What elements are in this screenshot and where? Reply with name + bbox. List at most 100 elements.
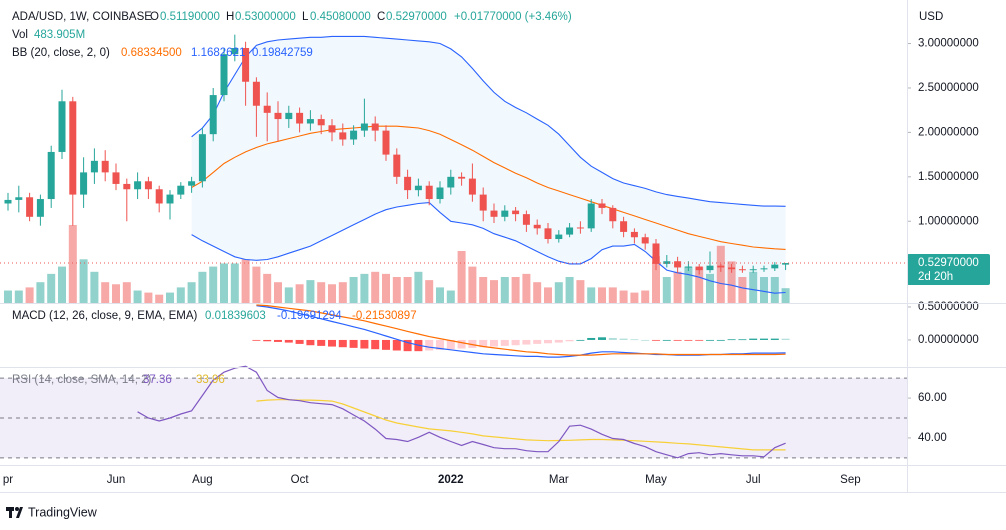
candle-body bbox=[738, 269, 746, 271]
histogram-bar bbox=[684, 339, 693, 341]
candle-body bbox=[533, 224, 541, 229]
indicator-label: RSI (14, close, SMA, 14, 2) bbox=[12, 374, 152, 386]
histogram-bar bbox=[274, 339, 282, 342]
histogram-bar bbox=[598, 337, 606, 340]
x-tick-label: 2022 bbox=[438, 474, 464, 486]
volume-bar bbox=[284, 287, 293, 303]
volume-bar bbox=[198, 271, 207, 303]
band-fill bbox=[191, 36, 786, 294]
histogram-bar bbox=[673, 339, 682, 341]
band-line bbox=[191, 125, 786, 250]
candle-body bbox=[177, 185, 185, 195]
volume-bar bbox=[446, 290, 455, 303]
candle-body bbox=[371, 123, 379, 131]
candle-body bbox=[134, 181, 142, 190]
candle-body bbox=[231, 47, 239, 55]
volume-bar bbox=[187, 282, 196, 303]
histogram-bar bbox=[522, 339, 531, 345]
histogram-bar bbox=[360, 339, 369, 349]
candle-body bbox=[512, 210, 520, 215]
candle-body bbox=[695, 266, 703, 271]
candle-body bbox=[4, 199, 12, 204]
histogram-bar bbox=[295, 339, 304, 344]
candle-body bbox=[274, 112, 282, 120]
volume-bar bbox=[360, 273, 369, 303]
volume-bar bbox=[673, 271, 682, 303]
volume-bar bbox=[4, 290, 12, 303]
candle-body bbox=[350, 130, 358, 140]
volume-bar bbox=[241, 259, 250, 303]
volume-bar bbox=[630, 292, 639, 303]
indicator-value: 37.36 bbox=[143, 374, 172, 386]
volume-bar bbox=[619, 290, 628, 303]
change: +0.01770000 (+3.46%) bbox=[454, 11, 572, 23]
histogram-bar bbox=[403, 339, 412, 352]
volume-bar bbox=[652, 256, 660, 303]
volume-bar bbox=[608, 287, 617, 303]
candle-body bbox=[479, 194, 487, 211]
candle-body bbox=[555, 234, 563, 240]
volume-bar bbox=[122, 282, 131, 303]
indicator-label: BB (20, close, 2, 0) bbox=[12, 47, 110, 59]
ohlc-value: 0.53000000 bbox=[235, 11, 296, 23]
volume-bar bbox=[14, 290, 23, 303]
x-tick-label: Aug bbox=[192, 474, 212, 486]
volume-bar bbox=[306, 280, 315, 303]
volume-bar bbox=[436, 287, 444, 303]
candle-body bbox=[436, 187, 444, 200]
volume-bar bbox=[641, 290, 650, 303]
volume-bar bbox=[598, 287, 606, 303]
volume-bar bbox=[706, 273, 714, 303]
x-tick-label: May bbox=[645, 474, 667, 486]
histogram-bar bbox=[382, 339, 390, 350]
candle-body bbox=[155, 189, 163, 204]
histogram-bar bbox=[252, 339, 261, 341]
volume-bar bbox=[68, 225, 77, 303]
candle-body bbox=[69, 101, 77, 195]
candle-body bbox=[652, 243, 660, 264]
brand-logo bbox=[6, 507, 23, 518]
volume-bar bbox=[166, 292, 174, 303]
ohlc-key: O bbox=[150, 11, 159, 23]
histogram-bar bbox=[738, 339, 747, 341]
candle-body bbox=[728, 267, 736, 270]
indicator-value: 0.19842759 bbox=[252, 47, 313, 59]
volume-bar bbox=[468, 266, 477, 303]
volume-bar bbox=[133, 290, 142, 303]
candle-body bbox=[144, 181, 152, 190]
histogram-bar bbox=[608, 337, 617, 340]
candle-body bbox=[252, 81, 260, 106]
y-tick-label: 3.00000000 bbox=[918, 38, 979, 50]
candle-body bbox=[749, 269, 757, 271]
countdown: 2d 20h bbox=[918, 271, 953, 283]
histogram-bar bbox=[760, 338, 768, 340]
candle-body bbox=[26, 197, 34, 217]
volume-label: Vol bbox=[12, 29, 28, 41]
volume-bar bbox=[338, 282, 347, 303]
volume-bar bbox=[544, 287, 552, 303]
candle-body bbox=[123, 183, 131, 190]
histogram-bar bbox=[630, 339, 639, 341]
last-price-label: 0.52970000 bbox=[918, 257, 979, 269]
candle-body bbox=[609, 207, 617, 222]
histogram-bar bbox=[533, 339, 542, 344]
candle-body bbox=[296, 112, 304, 124]
ohlc-key: L bbox=[302, 11, 309, 23]
volume-bar bbox=[209, 266, 218, 303]
candle-body bbox=[90, 160, 98, 173]
x-tick-label: Oct bbox=[291, 474, 310, 486]
candle-body bbox=[717, 265, 725, 268]
volume-bar bbox=[144, 292, 153, 303]
histogram-bar bbox=[727, 339, 736, 341]
volume-bar bbox=[738, 277, 747, 303]
volume-bar bbox=[554, 282, 563, 303]
candle-body bbox=[576, 227, 584, 229]
histogram-bar bbox=[468, 339, 477, 348]
candle-body bbox=[782, 263, 790, 265]
volume-bar bbox=[760, 277, 768, 303]
y-tick-label: 0.50000000 bbox=[918, 301, 979, 313]
histogram-bar bbox=[511, 339, 520, 346]
candle-body bbox=[306, 119, 314, 124]
candle-body bbox=[620, 221, 628, 232]
